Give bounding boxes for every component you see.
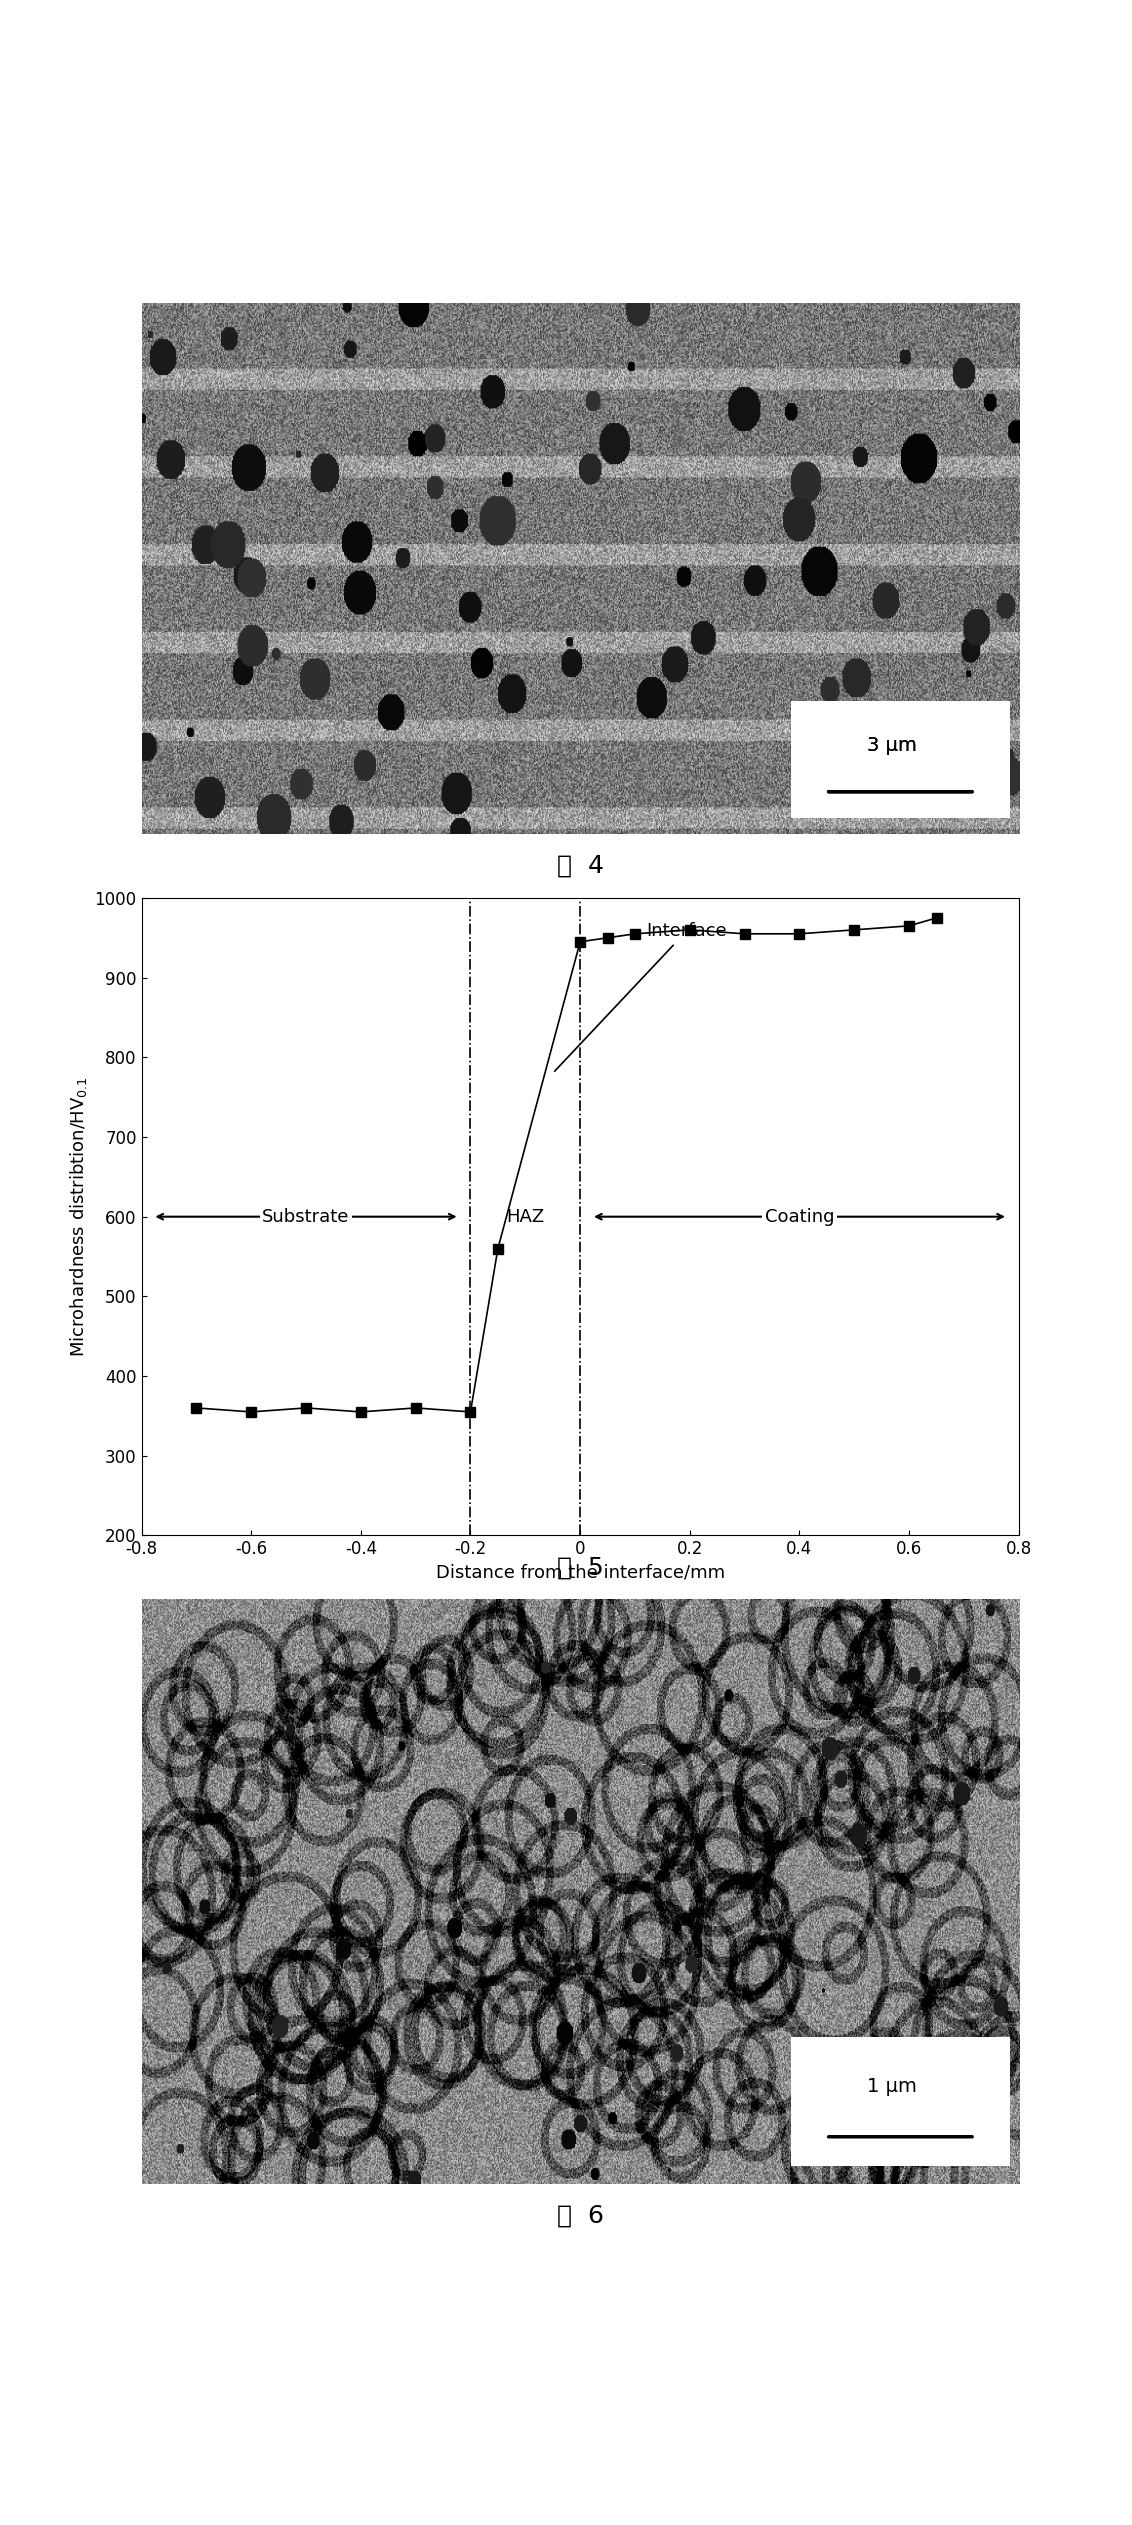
Text: Substrate: Substrate	[263, 1207, 350, 1225]
Y-axis label: Microhardness distribtion/HV$_{0.1}$: Microhardness distribtion/HV$_{0.1}$	[68, 1076, 89, 1356]
X-axis label: Distance from the interface/mm: Distance from the interface/mm	[436, 1563, 724, 1581]
Bar	[790, 2038, 1010, 2166]
Text: 图  4: 图 4	[557, 853, 603, 879]
Bar	[790, 702, 1010, 818]
Text: 1 μm: 1 μm	[867, 2078, 917, 2096]
Text: 3 μm: 3 μm	[867, 735, 917, 755]
Text: HAZ: HAZ	[506, 1207, 544, 1225]
Text: 图  6: 图 6	[557, 2204, 603, 2227]
Text: Coating: Coating	[765, 1207, 834, 1225]
Text: Interface: Interface	[555, 922, 727, 1071]
Text: 3 μm: 3 μm	[867, 735, 917, 755]
Text: 图  5: 图 5	[557, 1555, 603, 1578]
